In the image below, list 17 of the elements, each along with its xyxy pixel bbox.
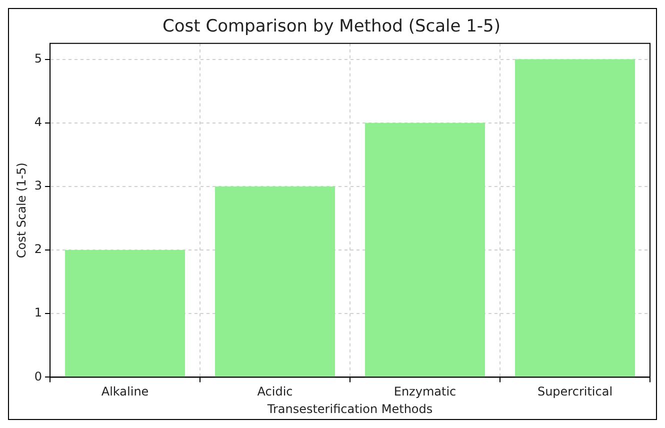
bar: [215, 186, 336, 377]
x-tick-label: Supercritical: [537, 384, 613, 399]
x-tick-label: Enzymatic: [394, 384, 456, 399]
y-axis-title: Cost Scale (1-5): [14, 162, 28, 258]
y-tick-label: 2: [34, 242, 42, 256]
x-axis-title: Transesterification Methods: [266, 402, 433, 416]
x-tick-label: Acidic: [257, 384, 293, 399]
bar: [515, 59, 635, 377]
y-tick-label: 3: [34, 178, 42, 193]
y-tick-label: 5: [34, 51, 42, 66]
x-tick-label: Alkaline: [101, 384, 149, 399]
bar: [365, 122, 486, 377]
bar: [65, 250, 186, 377]
y-tick-label: 0: [34, 369, 42, 384]
y-tick-label: 4: [34, 115, 42, 129]
chart-title: Cost Comparison by Method (Scale 1-5): [162, 16, 500, 37]
y-tick-label: 1: [34, 306, 42, 320]
